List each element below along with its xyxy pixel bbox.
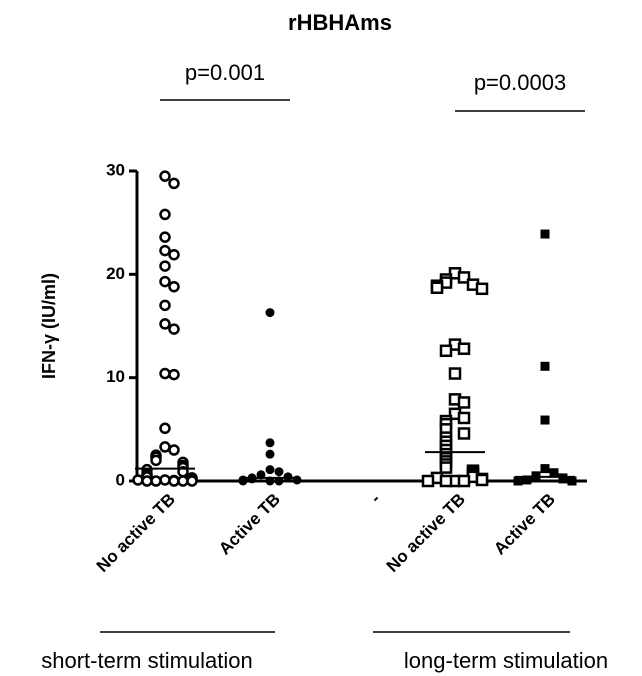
point [247, 474, 257, 484]
y-axis-label: IFN-γ (IU/ml) [39, 273, 59, 379]
group-label: short-term stimulation [41, 648, 253, 673]
point [168, 248, 180, 261]
chart-title: rHBHAms [288, 10, 392, 35]
point [168, 280, 180, 293]
point [265, 449, 275, 459]
point [475, 282, 489, 296]
point [177, 475, 189, 487]
x-tick-label: No active TB [383, 490, 469, 576]
y-tick-label: 0 [116, 470, 125, 489]
point [513, 476, 523, 486]
point [558, 474, 568, 484]
point [159, 367, 171, 380]
point [457, 396, 471, 409]
point [159, 299, 171, 312]
point [457, 271, 471, 284]
point [439, 474, 453, 488]
point [540, 415, 550, 425]
point [159, 474, 171, 486]
point [540, 229, 550, 239]
point [283, 472, 293, 482]
point [141, 475, 153, 487]
x-tick-label: No active TB [93, 490, 179, 576]
point [168, 323, 180, 335]
point [159, 275, 171, 288]
y-tick-label: 20 [106, 264, 125, 283]
point [430, 281, 444, 295]
point [540, 464, 550, 474]
point [168, 177, 180, 190]
point [457, 427, 471, 440]
point [159, 170, 171, 182]
x-tick-label: - [367, 490, 384, 507]
x-tick-label: Active TB [490, 490, 559, 559]
point [448, 367, 462, 380]
y-tick-label: 10 [106, 367, 125, 386]
point [531, 471, 541, 481]
x-tick-label: Active TB [215, 490, 284, 559]
point [159, 422, 171, 435]
p-value: p=0.001 [185, 60, 265, 85]
point [457, 411, 471, 425]
point [150, 454, 162, 467]
point [168, 444, 180, 456]
point [159, 318, 171, 330]
point [132, 474, 144, 486]
point [274, 467, 284, 477]
point [159, 260, 171, 272]
point [292, 475, 302, 485]
point [540, 361, 550, 371]
point [159, 231, 171, 243]
point [265, 465, 275, 475]
point [150, 475, 162, 487]
p-value: p=0.0003 [474, 70, 566, 95]
point [168, 475, 180, 487]
point [522, 475, 532, 485]
point [168, 368, 180, 381]
y-tick-label: 30 [106, 160, 125, 179]
point [457, 342, 471, 355]
group-label: long-term stimulation [404, 648, 608, 673]
point [159, 208, 171, 221]
point [159, 244, 171, 257]
point [439, 461, 453, 474]
point [457, 474, 471, 488]
point [186, 475, 198, 487]
point [159, 441, 171, 453]
point [265, 308, 275, 318]
point [421, 474, 435, 488]
point [549, 468, 559, 478]
point [475, 473, 489, 487]
point [439, 344, 453, 358]
point [265, 438, 275, 448]
point [567, 476, 577, 486]
